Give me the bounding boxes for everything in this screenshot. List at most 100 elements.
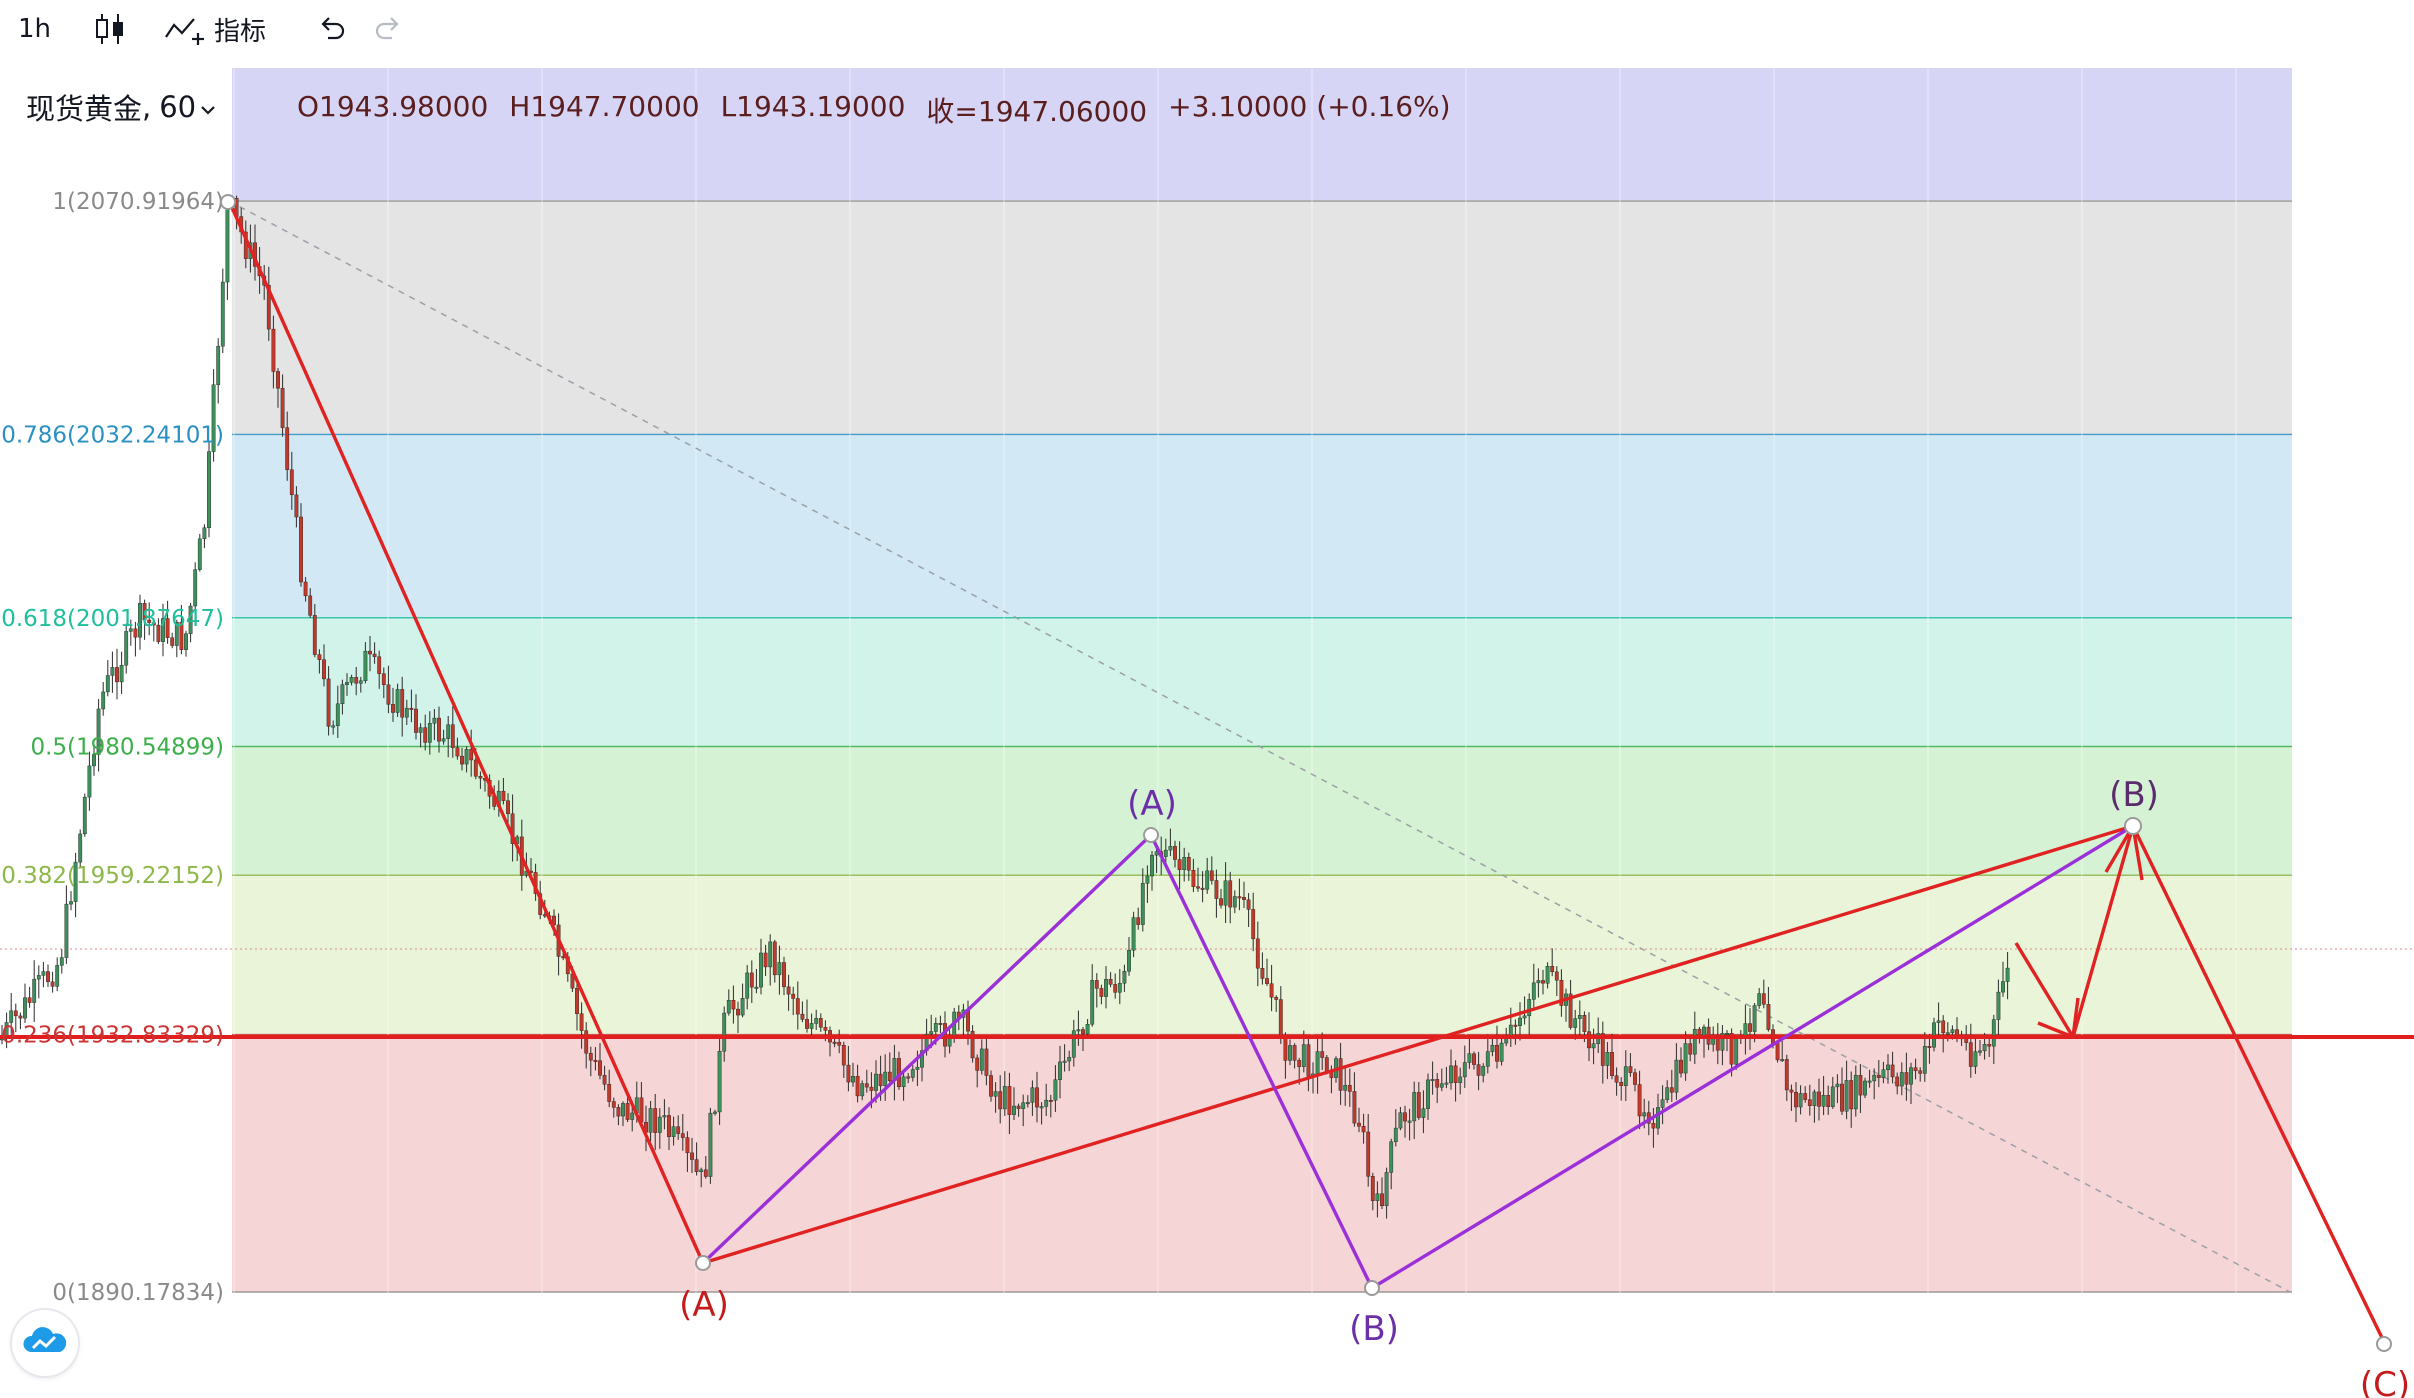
logo-button[interactable] (12, 1310, 78, 1376)
candle-body (1541, 980, 1545, 984)
candle-body (1633, 1072, 1637, 1085)
candle-body (1035, 1087, 1039, 1108)
fib-band-0.618 (232, 617, 2292, 747)
fib-band-1 (232, 201, 2292, 435)
candle-body (1536, 980, 1541, 984)
candle-body (1527, 999, 1532, 1017)
candle-body (299, 516, 303, 583)
candle-body (501, 790, 506, 801)
candle-body (105, 675, 110, 693)
candle-body (1610, 1052, 1614, 1077)
candle-body (308, 595, 313, 616)
candle-body (423, 727, 428, 743)
undo-button[interactable] (314, 0, 348, 58)
high-value: H1947.70000 (509, 90, 700, 123)
candle-body (1812, 1091, 1817, 1106)
candle-body (1205, 870, 1210, 890)
candle-body (82, 796, 87, 835)
fib-label-0.5: 0.5(1980.54899) (30, 735, 224, 761)
candle-body (1688, 1043, 1693, 1055)
candle-body (372, 653, 377, 657)
candle-body (349, 677, 354, 683)
candle-body (1315, 1051, 1320, 1075)
candle-body (887, 1071, 892, 1082)
candle-body (170, 637, 175, 646)
chart-type-button[interactable] (92, 0, 128, 58)
candle-body (694, 1159, 699, 1173)
indicators-label: 指标 (214, 16, 267, 47)
candle-body (855, 1076, 860, 1097)
candle-body (1444, 1082, 1449, 1085)
candle-body (1600, 1033, 1605, 1066)
interval-button[interactable]: 1h (18, 0, 51, 58)
candle-body (427, 723, 432, 743)
candle-body (395, 689, 400, 713)
candle-body (1361, 1126, 1366, 1133)
candle-body (749, 972, 754, 988)
candle-body (464, 749, 469, 765)
candle-body (800, 1013, 805, 1020)
candle-body (759, 952, 763, 988)
candle-body (676, 1126, 681, 1134)
candle-body (1628, 1066, 1633, 1073)
candle-body (593, 1059, 598, 1062)
candle-body (1292, 1045, 1297, 1061)
candle-body (138, 603, 142, 638)
cloud-logo-icon (23, 1326, 67, 1360)
candle-body (1821, 1095, 1826, 1107)
candle-body (975, 1057, 980, 1071)
candle-body (55, 965, 60, 987)
candle-body (1214, 880, 1219, 899)
candle-body (1757, 993, 1762, 1006)
candle-body (1269, 983, 1274, 998)
candle-body (616, 1107, 621, 1117)
candle-body (883, 1071, 888, 1087)
candle-body (1370, 1176, 1375, 1201)
candle-body (667, 1115, 671, 1137)
candle-body (1950, 1029, 1955, 1033)
candle-body (96, 708, 101, 755)
candle-body (193, 569, 198, 607)
interval-label: 1h (18, 14, 52, 44)
candle-body (1177, 859, 1182, 870)
candle-body (1398, 1112, 1403, 1129)
candle-body (18, 1015, 23, 1019)
candle-body (1922, 1046, 1927, 1074)
candle-body (1987, 1044, 1992, 1047)
open-value: O1943.98000 (297, 90, 489, 123)
candle-body (1780, 1059, 1785, 1062)
candle-body (1591, 1043, 1596, 1049)
candle-body (1522, 1015, 1527, 1019)
candle-body (561, 956, 566, 959)
change-value: +3.10000 (+0.16%) (1168, 90, 1451, 123)
candle-body (1968, 1042, 1973, 1067)
candle-body (1380, 1193, 1384, 1207)
indicators-button[interactable]: 指标 (164, 0, 266, 58)
candle-body (1853, 1074, 1858, 1110)
candle-body (363, 650, 368, 682)
purple-abc-path (701, 824, 2134, 1290)
candle-body (1173, 846, 1177, 860)
candle-body (1108, 978, 1113, 985)
symbol-name: 现货黄金 (26, 92, 143, 126)
candle-body (745, 972, 750, 999)
candle-body (1573, 1018, 1578, 1028)
redo-button[interactable] (372, 0, 406, 58)
candle-body (1343, 1085, 1348, 1091)
wave-label-red-a: (A) (679, 1285, 729, 1325)
candle-body (1876, 1074, 1881, 1078)
wave-label-purple-a: (A) (1127, 784, 1177, 824)
candle-body (147, 619, 152, 623)
candle-body (1784, 1059, 1789, 1091)
candle-body (740, 998, 745, 1016)
candle-body (280, 388, 285, 428)
candle-body (216, 345, 221, 385)
candle-body (722, 1012, 727, 1052)
candle-body (713, 1111, 717, 1114)
candle-body (303, 581, 308, 597)
symbol-selector[interactable]: 现货黄金 , 60 (26, 86, 216, 128)
candle-body (805, 1019, 809, 1029)
candle-body (266, 285, 271, 330)
candle-body (1642, 1112, 1647, 1117)
